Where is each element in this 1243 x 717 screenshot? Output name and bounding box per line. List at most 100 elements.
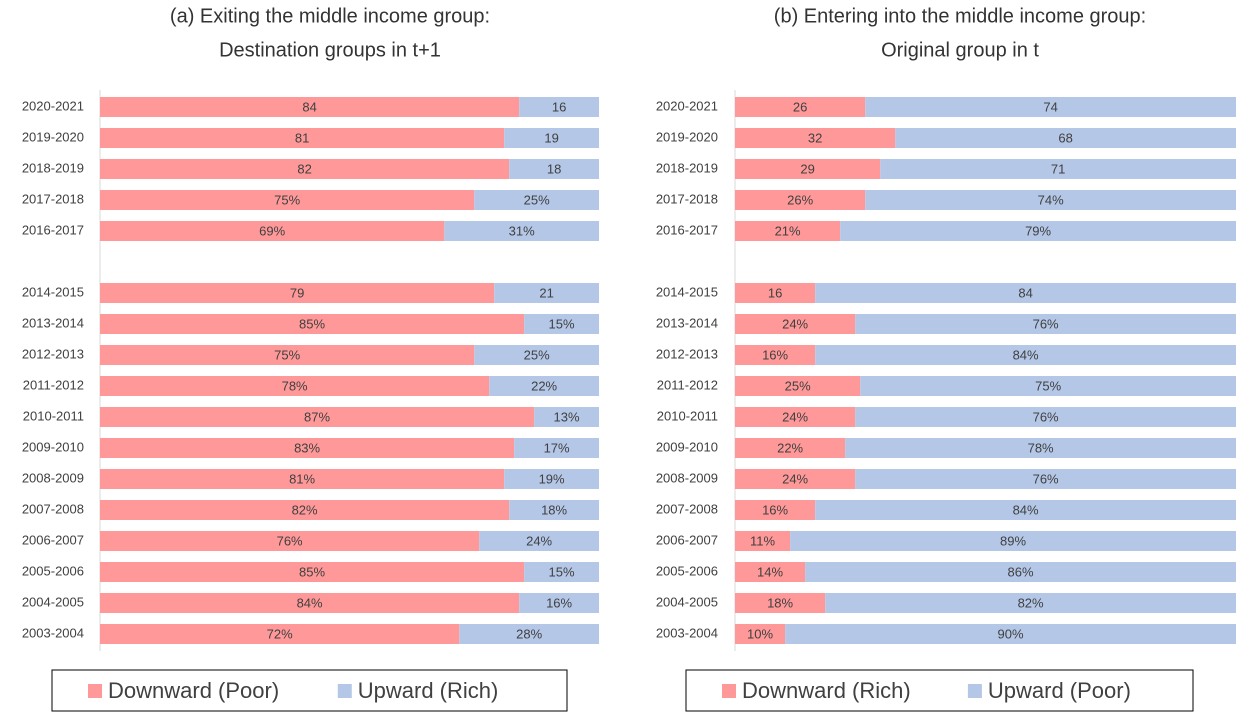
- bar-segment: [524, 562, 599, 582]
- category-label: 2017-2018: [656, 191, 718, 206]
- bar-segment: [100, 345, 475, 365]
- bar-segment: [735, 97, 866, 117]
- bar-segment: [840, 221, 1236, 241]
- bar-segment: [100, 624, 460, 644]
- category-label: 2006-2007: [22, 532, 84, 547]
- bar-segment: [735, 190, 866, 210]
- value-label: 18: [547, 161, 561, 176]
- category-label: 2010-2011: [657, 408, 718, 423]
- bar-segment: [534, 407, 599, 427]
- value-label: 17%: [544, 440, 570, 455]
- category-label: 2003-2004: [22, 625, 84, 640]
- legend-label: Downward (Rich): [742, 678, 911, 703]
- category-label: 2014-2015: [22, 284, 84, 299]
- bar-segment: [865, 97, 1236, 117]
- value-label: 82%: [1018, 595, 1044, 610]
- value-label: 79: [290, 285, 304, 300]
- bar-segment: [895, 128, 1236, 148]
- bar-segment: [855, 314, 1236, 334]
- bar-segment: [735, 283, 816, 303]
- category-label: 2013-2014: [22, 315, 84, 330]
- bar-segment: [735, 345, 816, 365]
- value-label: 72%: [267, 626, 293, 641]
- legend-swatch: [722, 684, 736, 698]
- value-label: 26%: [787, 192, 813, 207]
- value-label: 19%: [539, 471, 565, 486]
- bar-segment: [100, 190, 475, 210]
- value-label: 21%: [775, 223, 801, 238]
- value-label: 68: [1058, 130, 1072, 145]
- value-label: 31%: [509, 223, 535, 238]
- bar-segment: [860, 376, 1236, 396]
- value-label: 25%: [785, 378, 811, 393]
- value-label: 16%: [546, 595, 572, 610]
- value-label: 76%: [277, 533, 303, 548]
- category-label: 2019-2020: [656, 129, 718, 144]
- legend-box: [685, 669, 1194, 712]
- bar-segment: [735, 531, 791, 551]
- legend-swatch: [88, 684, 102, 698]
- value-label: 85%: [299, 316, 325, 331]
- value-label: 87%: [304, 409, 330, 424]
- bar-segment: [735, 128, 896, 148]
- value-label: 14%: [757, 564, 783, 579]
- bar-segment: [100, 314, 525, 334]
- category-label: 2020-2021: [22, 98, 84, 113]
- bar-segment: [735, 624, 786, 644]
- value-label: 76%: [1033, 471, 1059, 486]
- value-label: 25%: [524, 347, 550, 362]
- value-label: 84%: [297, 595, 323, 610]
- value-label: 89%: [1000, 533, 1026, 548]
- legend-label: Upward (Rich): [358, 678, 499, 703]
- value-label: 16%: [762, 502, 788, 517]
- category-label: 2005-2006: [656, 563, 718, 578]
- value-label: 74%: [1038, 192, 1064, 207]
- bar-segment: [479, 531, 599, 551]
- value-label: 90%: [998, 626, 1024, 641]
- bar-segment: [100, 221, 445, 241]
- category-label: 2018-2019: [656, 160, 718, 175]
- value-label: 84%: [1013, 347, 1039, 362]
- bar-segment: [815, 500, 1236, 520]
- value-label: 16: [552, 99, 566, 114]
- value-label: 24%: [782, 316, 808, 331]
- value-label: 85%: [299, 564, 325, 579]
- value-label: 75%: [274, 192, 300, 207]
- category-label: 2010-2011: [23, 408, 84, 423]
- value-label: 24%: [782, 471, 808, 486]
- value-label: 75%: [274, 347, 300, 362]
- category-label: 2005-2006: [22, 563, 84, 578]
- category-label: 2007-2008: [656, 501, 718, 516]
- bar-segment: [100, 376, 490, 396]
- bar-segment: [735, 407, 856, 427]
- value-label: 84%: [1013, 502, 1039, 517]
- bar-segment: [100, 438, 515, 458]
- bar-segment: [100, 283, 495, 303]
- bar-segment: [805, 562, 1236, 582]
- bar-segment: [100, 128, 505, 148]
- bar-segment: [474, 190, 599, 210]
- value-label: 76%: [1033, 409, 1059, 424]
- value-label: 16: [768, 285, 782, 300]
- bar-segment: [504, 469, 599, 489]
- category-label: 2013-2014: [656, 315, 718, 330]
- legend-label: Downward (Poor): [108, 678, 279, 703]
- value-label: 24%: [526, 533, 552, 548]
- category-label: 2014-2015: [656, 284, 718, 299]
- value-label: 10%: [747, 626, 773, 641]
- value-label: 78%: [282, 378, 308, 393]
- value-label: 22%: [777, 440, 803, 455]
- value-label: 74: [1043, 99, 1057, 114]
- bar-segment: [509, 159, 599, 179]
- category-label: 2009-2010: [22, 439, 84, 454]
- bar-segment: [735, 469, 856, 489]
- value-label: 78%: [1028, 440, 1054, 455]
- bar-segment: [855, 407, 1236, 427]
- legend-swatch: [967, 684, 982, 698]
- category-label: 2019-2020: [22, 129, 84, 144]
- category-label: 2020-2021: [656, 98, 718, 113]
- value-label: 11%: [750, 533, 775, 548]
- category-label: 2009-2010: [656, 439, 718, 454]
- bar-segment: [504, 128, 599, 148]
- value-label: 13%: [554, 409, 580, 424]
